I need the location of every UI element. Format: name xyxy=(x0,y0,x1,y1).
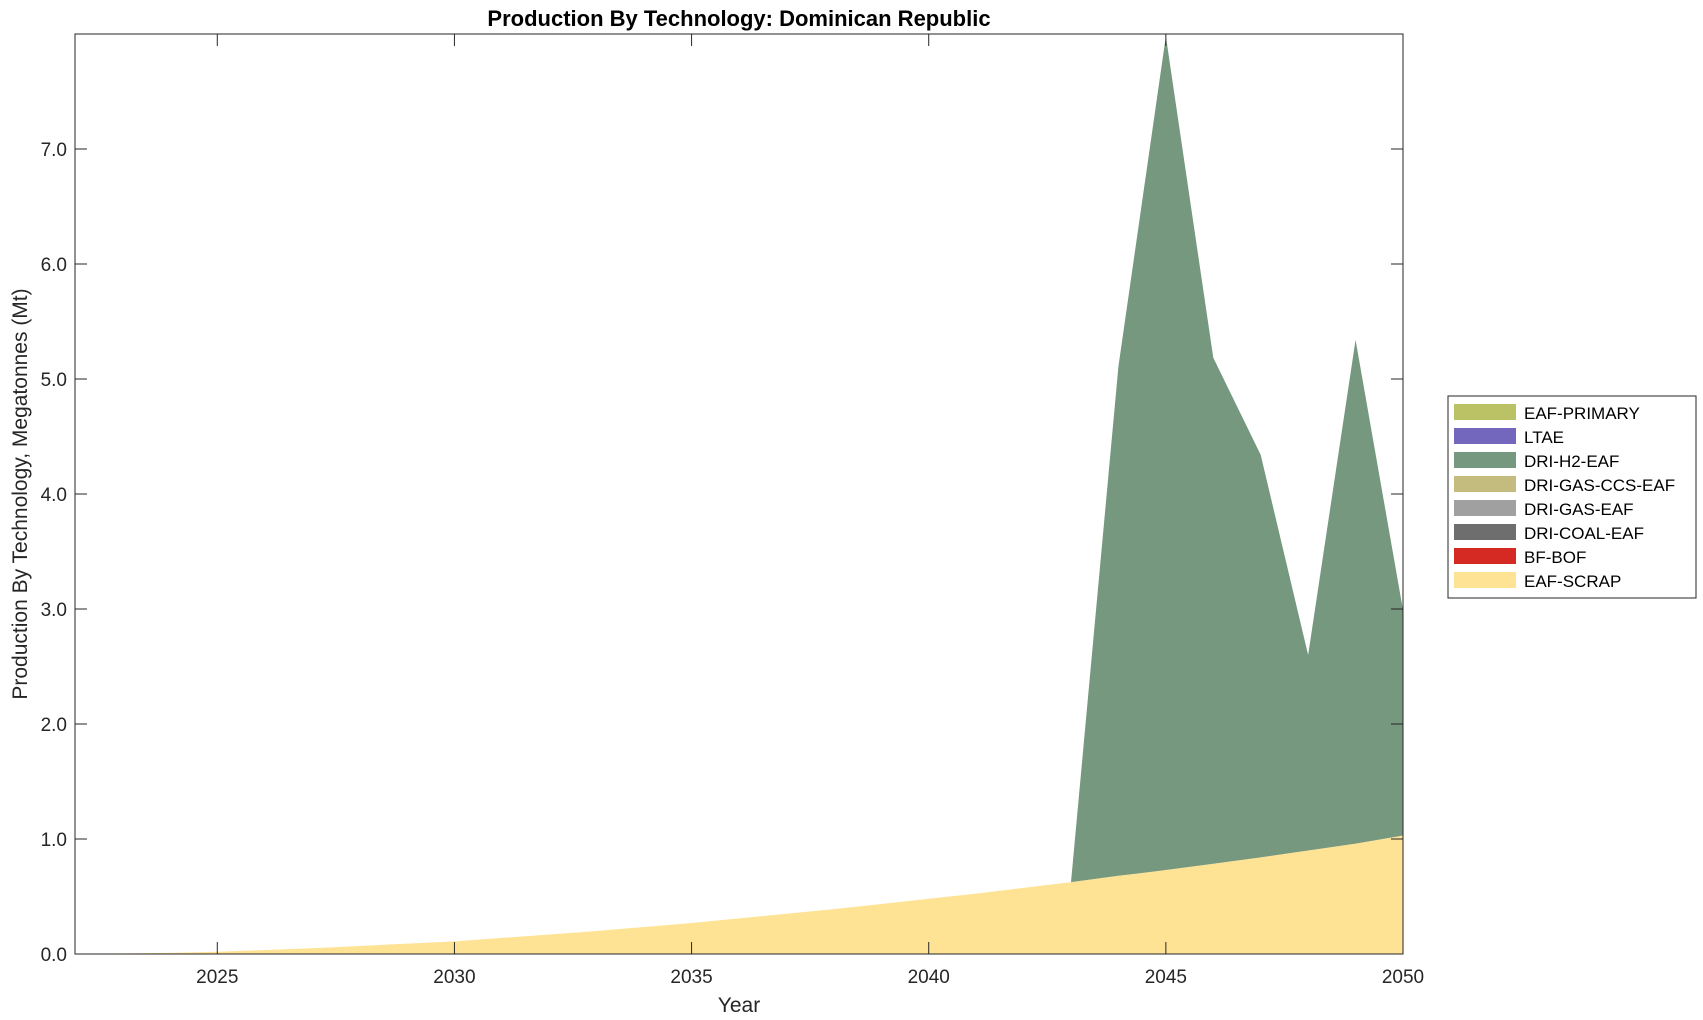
x-tick-label: 2045 xyxy=(1145,967,1187,988)
area-eaf-scrap xyxy=(75,835,1403,954)
y-tick-label: 6.0 xyxy=(41,255,67,276)
legend: EAF-PRIMARY LTAE DRI-H2-EAF DRI-GAS-CCS-EAF… xyxy=(1447,395,1697,599)
legend-swatch xyxy=(1454,428,1516,444)
x-tick-label: 2050 xyxy=(1382,967,1424,988)
y-tick-label: 5.0 xyxy=(41,370,67,391)
legend-swatch xyxy=(1454,572,1516,588)
legend-label: DRI-GAS-CCS-EAF xyxy=(1524,476,1675,495)
x-tick-label: 2035 xyxy=(670,967,712,988)
legend-box xyxy=(1447,395,1697,599)
x-tick-label: 2025 xyxy=(196,967,238,988)
legend-label: DRI-GAS-EAF xyxy=(1524,500,1634,519)
y-axis-label: Production By Technology, Megatonnes (Mt… xyxy=(9,288,32,699)
y-axis: 0.0 1.0 2.0 3.0 4.0 5.0 6.0 7.0 xyxy=(41,140,1403,966)
x-axis: 2025 2030 2035 2040 2045 2050 xyxy=(196,34,1424,988)
legend-swatch xyxy=(1454,452,1516,468)
legend-swatch xyxy=(1454,548,1516,564)
y-tick-label: 0.0 xyxy=(41,945,67,966)
y-tick-label: 4.0 xyxy=(41,485,67,506)
legend-swatch xyxy=(1454,476,1516,492)
legend-label: EAF-PRIMARY xyxy=(1524,404,1640,423)
x-axis-label: Year xyxy=(718,994,760,1017)
legend-label: DRI-H2-EAF xyxy=(1524,452,1619,471)
stacked-areas xyxy=(75,36,1403,954)
y-tick-label: 3.0 xyxy=(41,600,67,621)
chart-title: Production By Technology: Dominican Repu… xyxy=(487,6,990,31)
legend-swatch xyxy=(1454,524,1516,540)
y-tick-label: 2.0 xyxy=(41,715,67,736)
y-tick-label: 1.0 xyxy=(41,830,67,851)
legend-swatch xyxy=(1454,500,1516,516)
legend-label: BF-BOF xyxy=(1524,548,1586,567)
x-tick-label: 2040 xyxy=(908,967,950,988)
y-tick-label: 7.0 xyxy=(41,140,67,161)
x-tick-label: 2030 xyxy=(433,967,475,988)
legend-label: EAF-SCRAP xyxy=(1524,572,1621,591)
legend-label: LTAE xyxy=(1524,428,1564,447)
area-dri-h2-eaf xyxy=(1071,36,1403,883)
legend-swatch xyxy=(1454,404,1516,420)
legend-label: DRI-COAL-EAF xyxy=(1524,524,1644,543)
